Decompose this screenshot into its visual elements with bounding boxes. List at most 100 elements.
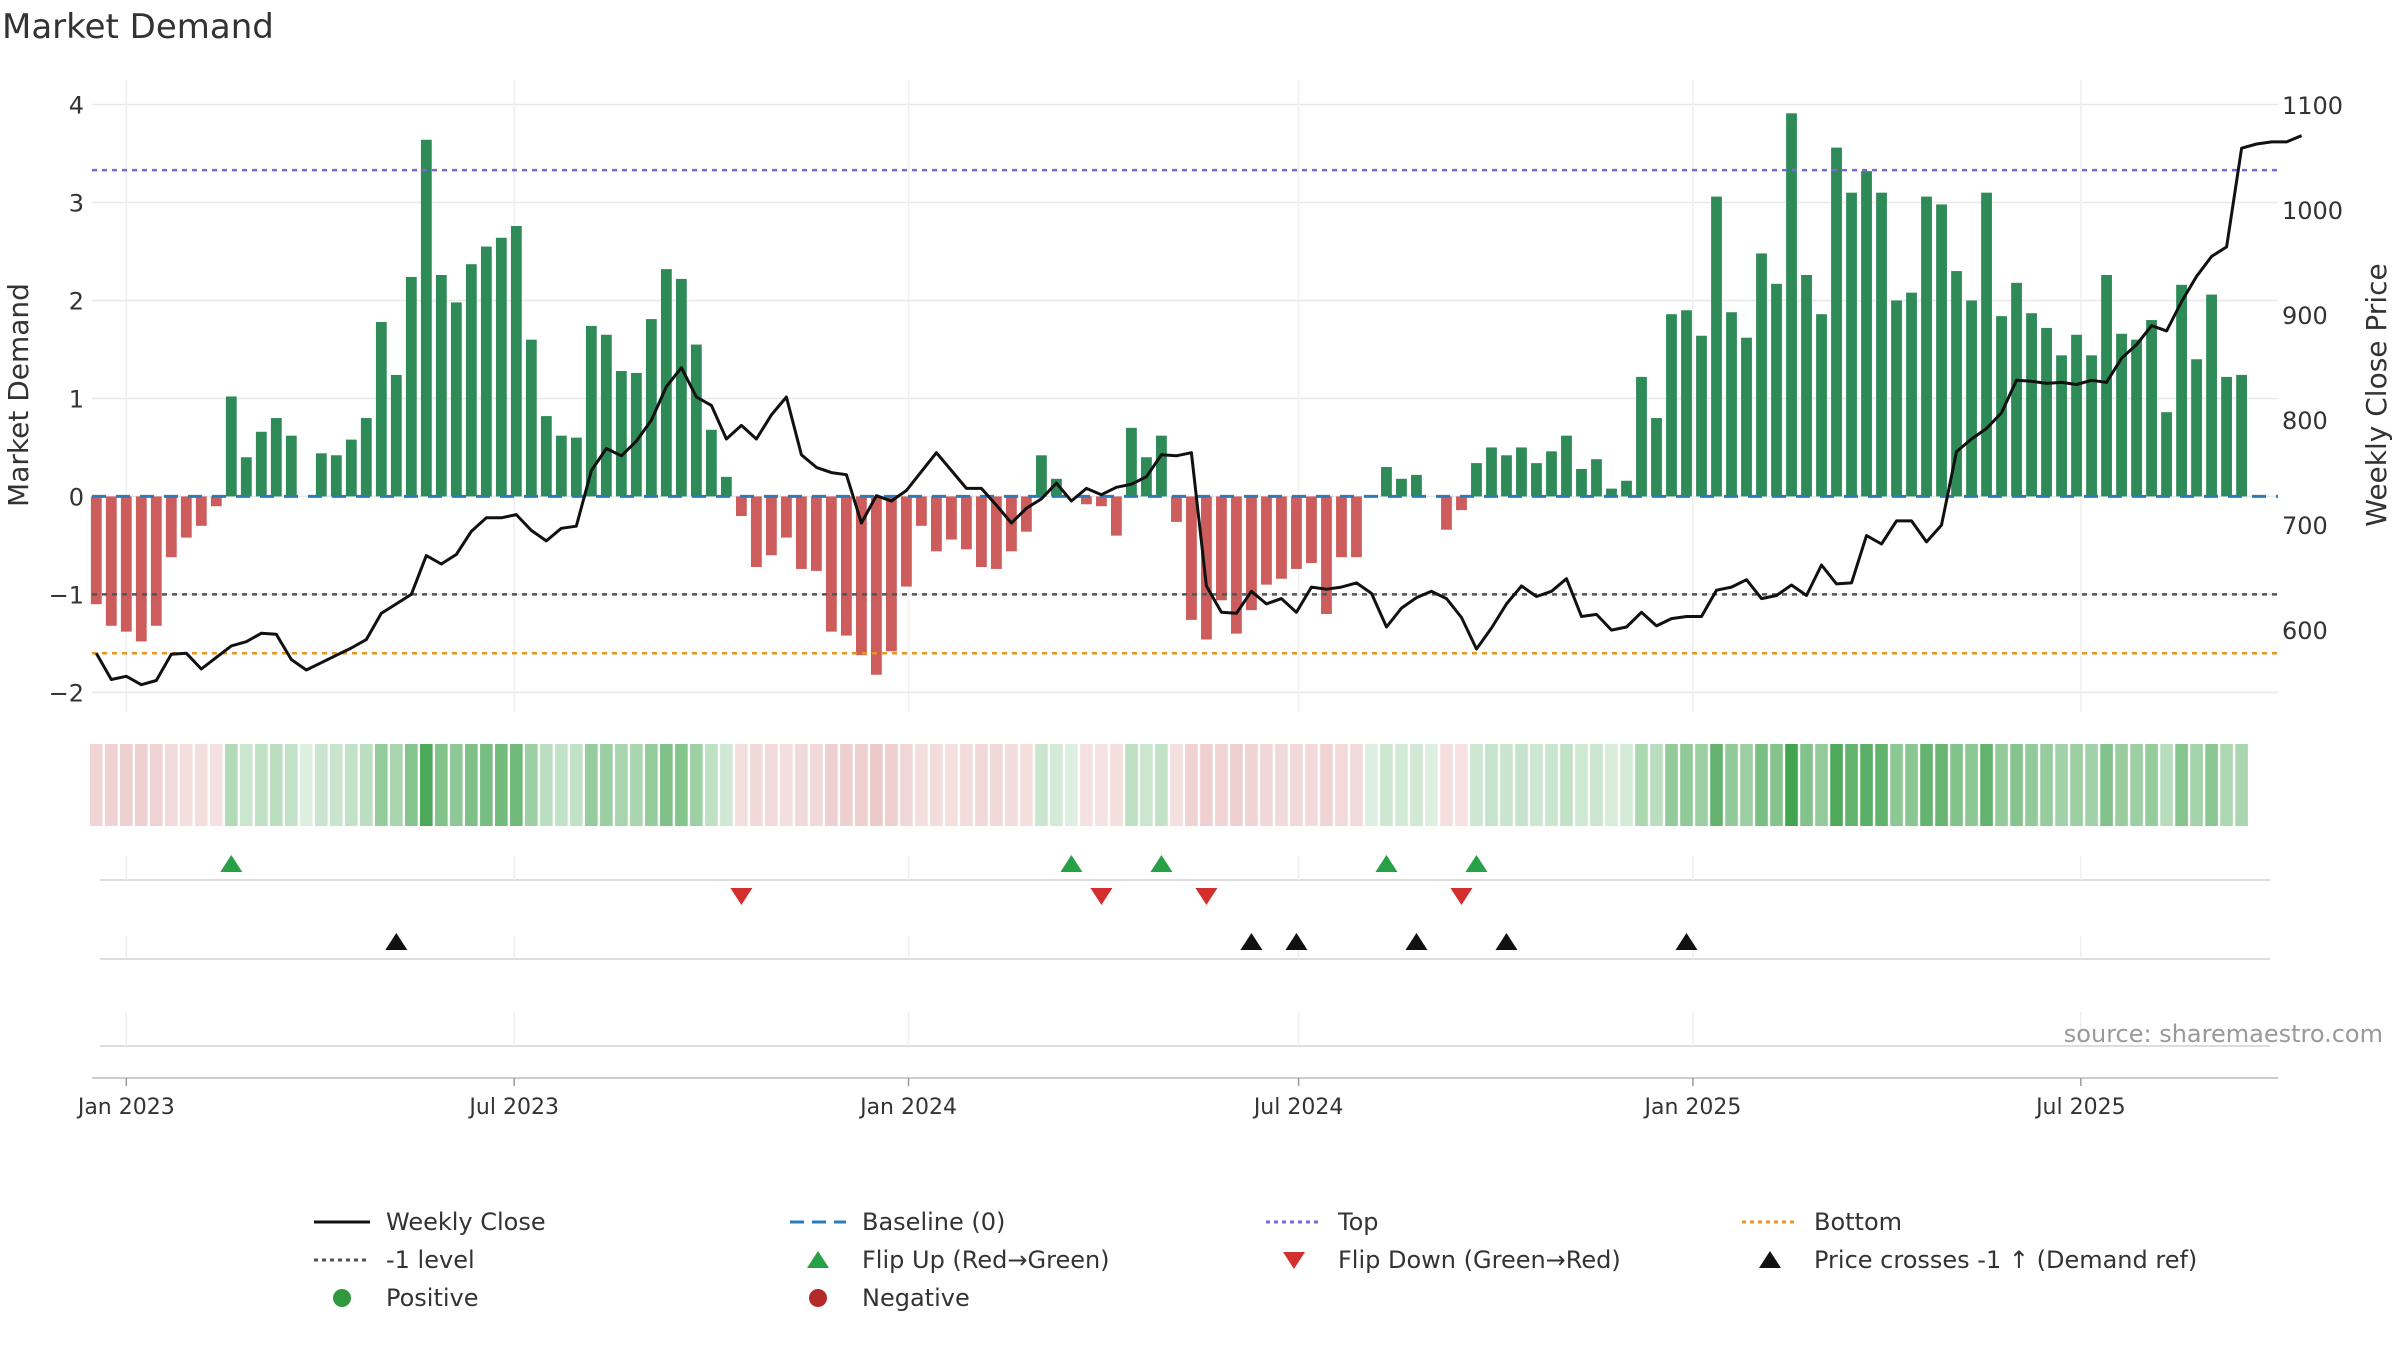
x-tick-label: Jul 2023 bbox=[467, 1095, 559, 1120]
demand-bar bbox=[645, 319, 657, 497]
legend-bottom: Bottom bbox=[1738, 1205, 1902, 1239]
heat-cell bbox=[2220, 744, 2233, 826]
heat-cell bbox=[510, 744, 523, 826]
heat-cell bbox=[660, 744, 673, 826]
heat-cell bbox=[1485, 744, 1498, 826]
heat-cell bbox=[1260, 744, 1273, 826]
heat-cell bbox=[885, 744, 898, 826]
y2-tick-label: 900 bbox=[2282, 302, 2328, 330]
heat-cell bbox=[420, 744, 433, 826]
demand-bar bbox=[2116, 333, 2127, 497]
demand-bar bbox=[285, 435, 297, 497]
heat-cell bbox=[1995, 744, 2008, 826]
y-axis-label: Market Demand bbox=[2, 283, 35, 507]
heat-cell bbox=[1770, 744, 1783, 826]
demand-bar bbox=[1051, 478, 1062, 497]
flip-down-marker bbox=[730, 888, 753, 905]
demand-bar bbox=[195, 496, 207, 526]
demand-bar bbox=[991, 496, 1002, 569]
heat-cell bbox=[615, 744, 628, 826]
y2-tick-label: 1000 bbox=[2282, 197, 2343, 225]
heat-cell bbox=[1860, 744, 1873, 826]
demand-bar bbox=[900, 496, 912, 587]
flip-up-marker bbox=[1060, 855, 1083, 872]
y-tick-label: 0 bbox=[69, 483, 84, 511]
heat-cell bbox=[165, 744, 178, 826]
heat-cell bbox=[2115, 744, 2128, 826]
heat-cell bbox=[285, 744, 298, 826]
legend-label: Flip Down (Green→Red) bbox=[1338, 1246, 1621, 1274]
heat-cell bbox=[675, 744, 688, 826]
legend-label: -1 level bbox=[386, 1246, 475, 1274]
heat-cell bbox=[1140, 744, 1153, 826]
demand-bar bbox=[690, 344, 702, 497]
heat-cell bbox=[480, 744, 493, 826]
heat-cell bbox=[945, 744, 958, 826]
x-tick-label: Jan 2025 bbox=[1642, 1095, 1741, 1120]
demand-bar bbox=[1276, 496, 1287, 579]
legend-weekly-close: Weekly Close bbox=[310, 1205, 546, 1239]
legend-label: Positive bbox=[386, 1284, 479, 1312]
heat-cell bbox=[345, 744, 358, 826]
heat-cell bbox=[2025, 744, 2038, 826]
demand-bar bbox=[525, 339, 537, 497]
heat-cell bbox=[1275, 744, 1288, 826]
heat-cell bbox=[89, 744, 103, 826]
demand-bar bbox=[330, 455, 342, 497]
demand-bar bbox=[1291, 496, 1302, 569]
demand-bar bbox=[555, 435, 567, 497]
demand-bar bbox=[1681, 310, 1692, 497]
price-cross-marker bbox=[1285, 933, 1308, 950]
heat-cell bbox=[1695, 744, 1708, 826]
heat-cell bbox=[1095, 744, 1108, 826]
demand-bar bbox=[1696, 335, 1707, 497]
legend-label: Baseline (0) bbox=[862, 1208, 1006, 1236]
heat-cell bbox=[1905, 744, 1918, 826]
demand-bar bbox=[270, 418, 282, 497]
y-tick-label: 1 bbox=[69, 385, 84, 413]
y-tick-label: 3 bbox=[69, 189, 84, 217]
demand-bar bbox=[465, 264, 477, 497]
heat-cell bbox=[495, 744, 508, 826]
heat-cell bbox=[1155, 744, 1168, 826]
demand-bar bbox=[675, 278, 687, 497]
heat-cell bbox=[540, 744, 553, 826]
demand-bar bbox=[210, 496, 222, 507]
demand-bar bbox=[1606, 488, 1617, 497]
demand-bar bbox=[2026, 313, 2037, 497]
demand-bar bbox=[435, 274, 447, 497]
heat-cell bbox=[1035, 744, 1048, 826]
heat-cell bbox=[1680, 744, 1693, 826]
y2-tick-label: 700 bbox=[2282, 512, 2328, 540]
y-tick-label: −2 bbox=[49, 679, 84, 707]
demand-bar bbox=[2041, 327, 2052, 497]
heat-cell bbox=[1440, 744, 1453, 826]
demand-bar bbox=[1741, 337, 1752, 497]
demand-bar bbox=[825, 496, 837, 632]
heat-cell bbox=[960, 744, 973, 826]
heat-cell bbox=[915, 744, 928, 826]
demand-bar bbox=[120, 496, 132, 632]
demand-bar bbox=[1096, 496, 1107, 507]
y-tick-label: −1 bbox=[49, 581, 84, 609]
heat-cell bbox=[1740, 744, 1753, 826]
demand-bar bbox=[1801, 274, 1812, 497]
demand-bar bbox=[2131, 339, 2142, 497]
heat-cell bbox=[720, 744, 733, 826]
demand-bar bbox=[165, 496, 177, 558]
demand-bar bbox=[150, 496, 162, 626]
demand-bar bbox=[1486, 447, 1497, 497]
legend-label: Top bbox=[1338, 1208, 1379, 1236]
y-axis-ticks: 4 3 2 1 0 −1 −2 1100 1000 900 800 700 600 bbox=[49, 91, 2343, 707]
heat-cell bbox=[1005, 744, 1018, 826]
demand-bar bbox=[1936, 204, 1947, 497]
heat-cell bbox=[1185, 744, 1198, 826]
weekly-close-line bbox=[94, 134, 2303, 687]
demand-bar bbox=[1771, 283, 1782, 497]
heat-cell bbox=[1395, 744, 1408, 826]
heat-cell bbox=[1650, 744, 1663, 826]
price-cross-marker bbox=[385, 933, 408, 950]
flip-up-marker bbox=[220, 855, 243, 872]
heat-cell bbox=[825, 744, 838, 826]
heat-cell bbox=[645, 744, 658, 826]
